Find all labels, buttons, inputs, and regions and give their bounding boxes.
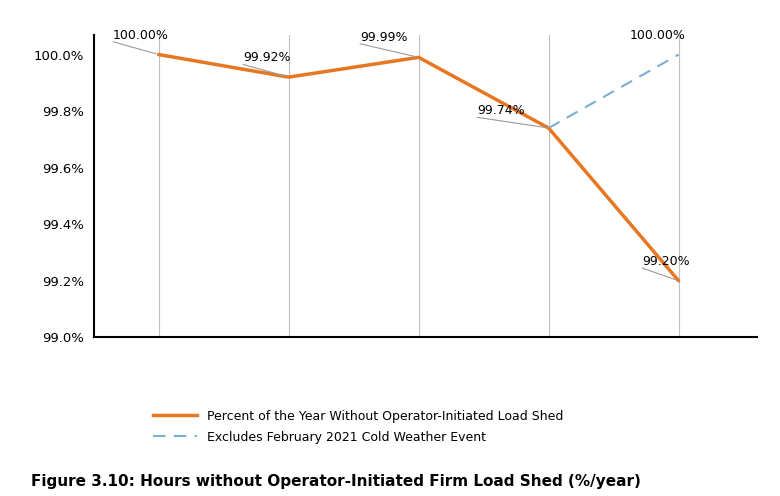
- Text: 99.20%: 99.20%: [642, 255, 690, 268]
- Text: Figure 3.10: Hours without Operator-Initiated Firm Load Shed (%/year): Figure 3.10: Hours without Operator-Init…: [31, 474, 641, 489]
- Text: 99.99%: 99.99%: [360, 31, 408, 44]
- Text: 100.00%: 100.00%: [629, 29, 685, 42]
- Text: 100.00%: 100.00%: [113, 29, 169, 42]
- Text: 99.92%: 99.92%: [243, 52, 291, 64]
- Legend: Percent of the Year Without Operator-Initiated Load Shed, Excludes February 2021: Percent of the Year Without Operator-Ini…: [153, 410, 563, 443]
- Text: 99.74%: 99.74%: [477, 104, 525, 117]
